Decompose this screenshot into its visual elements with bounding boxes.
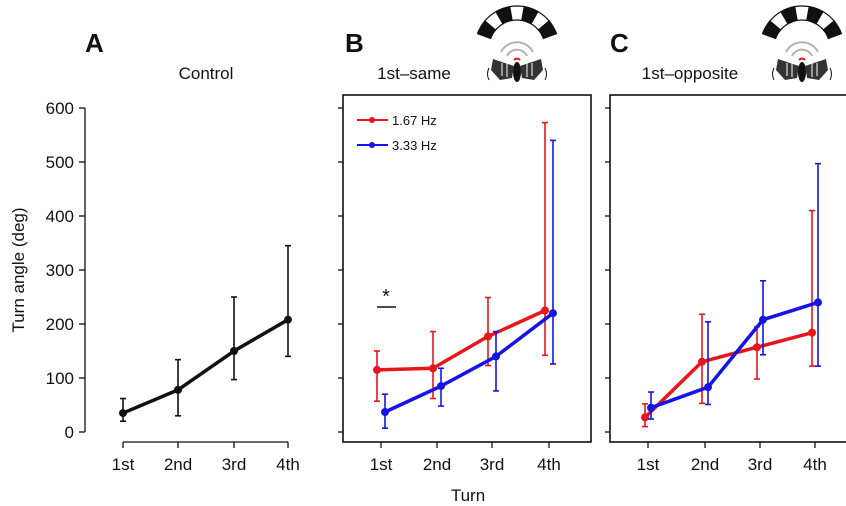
legend-label-1-67: 1.67 Hz [392, 113, 437, 128]
panel-title-c: 1st–opposite [642, 64, 738, 83]
stimulus-drum-icon [761, 5, 843, 40]
significance-star: * [382, 286, 390, 308]
y-tick-label: 100 [46, 369, 74, 388]
data-point [549, 309, 557, 318]
significance-annotation: * [377, 286, 396, 308]
series-line [122, 318, 289, 415]
panel-a: A Control 1st 2nd 3rd 4th [85, 28, 300, 474]
moth-icon [772, 59, 832, 82]
y-axis: 0 100 200 300 400 500 600 [46, 99, 86, 442]
ear-arc-inner [791, 48, 813, 57]
x-tick-label: 3rd [222, 455, 247, 474]
panel-a-x-ticks: 1st 2nd 3rd 4th [112, 441, 300, 474]
y-tick-label: 500 [46, 153, 74, 172]
panel-c-x-ticks: 1st 2nd 3rd 4th [605, 107, 827, 474]
ear-arc-red [513, 57, 521, 61]
ear-arc-outer [785, 41, 819, 53]
y-tick-label: 200 [46, 315, 74, 334]
data-point [647, 403, 655, 412]
data-point [429, 364, 437, 373]
panel-b-marks [373, 121, 557, 430]
stimulus-drum-icon [476, 5, 558, 40]
data-point [373, 365, 381, 374]
panel-c: C 1st–opposite 1st 2nd 3rd 4th [605, 28, 846, 474]
panel-title-b: 1st–same [377, 64, 451, 83]
x-tick-label: 3rd [480, 455, 505, 474]
series-line [650, 300, 819, 410]
data-point [230, 347, 238, 355]
panel-letter-a: A [85, 28, 104, 58]
data-point [119, 409, 127, 418]
ear-arc-outer [500, 41, 534, 53]
moth-icon [487, 59, 547, 82]
x-tick-label: 2nd [164, 455, 192, 474]
data-point [484, 332, 492, 341]
data-point [437, 382, 445, 391]
panel-b-frame [342, 94, 592, 443]
stimulus-illustration-c [761, 5, 843, 82]
drum-segment [537, 20, 558, 40]
stimulus-illustration-b [476, 5, 558, 82]
data-point [284, 315, 292, 324]
x-axis-label: Turn [451, 486, 485, 505]
y-tick-label: 400 [46, 207, 74, 226]
ear-arc-inner [506, 48, 528, 57]
y-ticks: 0 100 200 300 400 500 600 [46, 99, 85, 442]
series-line [384, 311, 555, 414]
legend-marker-1-67 [369, 117, 375, 123]
data-point [808, 328, 816, 337]
y-tick-label: 300 [46, 261, 74, 280]
x-tick-label: 2nd [423, 455, 451, 474]
y-tick-label: 0 [65, 423, 74, 442]
drum-segment [822, 20, 843, 40]
panel-title-a: Control [179, 64, 234, 83]
x-tick-label: 1st [637, 455, 660, 474]
panel-a-marks [119, 244, 292, 423]
data-point [759, 315, 767, 324]
data-point [174, 385, 182, 394]
panel-b-x-ticks: 1st 2nd 3rd 4th [338, 107, 561, 474]
x-tick-label: 3rd [748, 455, 773, 474]
legend-label-3-33: 3.33 Hz [392, 138, 437, 153]
legend: 1.67 Hz 3.33 Hz [357, 113, 437, 153]
series-line [376, 308, 546, 372]
panel-c-marks [641, 162, 822, 428]
data-point [381, 408, 389, 417]
x-tick-label: 1st [112, 455, 135, 474]
panel-b: B 1st–same 1st 2nd 3rd 4th 1.67 Hz 3.33 Hz … [338, 28, 592, 474]
y-tick-label: 600 [46, 99, 74, 118]
ear-arc-red [798, 57, 806, 61]
legend-marker-3-33 [369, 142, 375, 148]
panel-c-frame [609, 94, 846, 443]
data-point [641, 413, 649, 422]
data-point [753, 343, 761, 352]
x-tick-label: 1st [370, 455, 393, 474]
data-point [704, 383, 712, 392]
data-point [541, 306, 549, 315]
x-tick-label: 2nd [691, 455, 719, 474]
y-axis-label: Turn angle (deg) [9, 207, 28, 332]
x-tick-label: 4th [803, 455, 827, 474]
data-point [698, 357, 706, 366]
x-tick-label: 4th [276, 455, 300, 474]
panel-letter-b: B [345, 28, 364, 58]
data-point [814, 298, 822, 307]
panel-letter-c: C [610, 28, 629, 58]
series-line [643, 330, 813, 419]
data-point [492, 352, 500, 361]
x-tick-label: 4th [537, 455, 561, 474]
